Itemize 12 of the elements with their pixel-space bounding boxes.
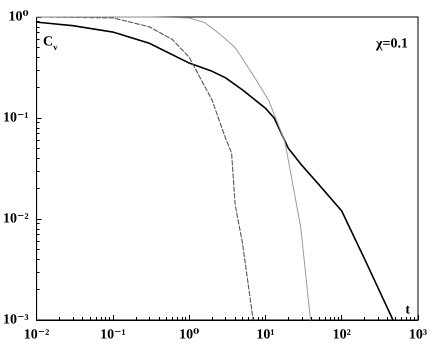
y-tick-label: 10⁻² xyxy=(2,212,29,226)
y-tick-label: 10⁰ xyxy=(8,10,29,24)
x-tick-label: 10⁰ xyxy=(179,328,200,342)
y-tick-label: 10⁻³ xyxy=(2,312,29,328)
x-tick-label: 10⁻¹ xyxy=(100,328,126,342)
x-axis-title: t xyxy=(405,302,410,318)
x-tick-label: 10² xyxy=(332,328,351,342)
annotation: χ=0.1 xyxy=(375,36,408,52)
x-tick-label: 10¹ xyxy=(256,328,275,342)
y-tick-label: 10⁻¹ xyxy=(2,110,29,126)
x-tick-label: 10⁻² xyxy=(24,328,50,342)
x-tick-label: 10³ xyxy=(408,328,428,342)
